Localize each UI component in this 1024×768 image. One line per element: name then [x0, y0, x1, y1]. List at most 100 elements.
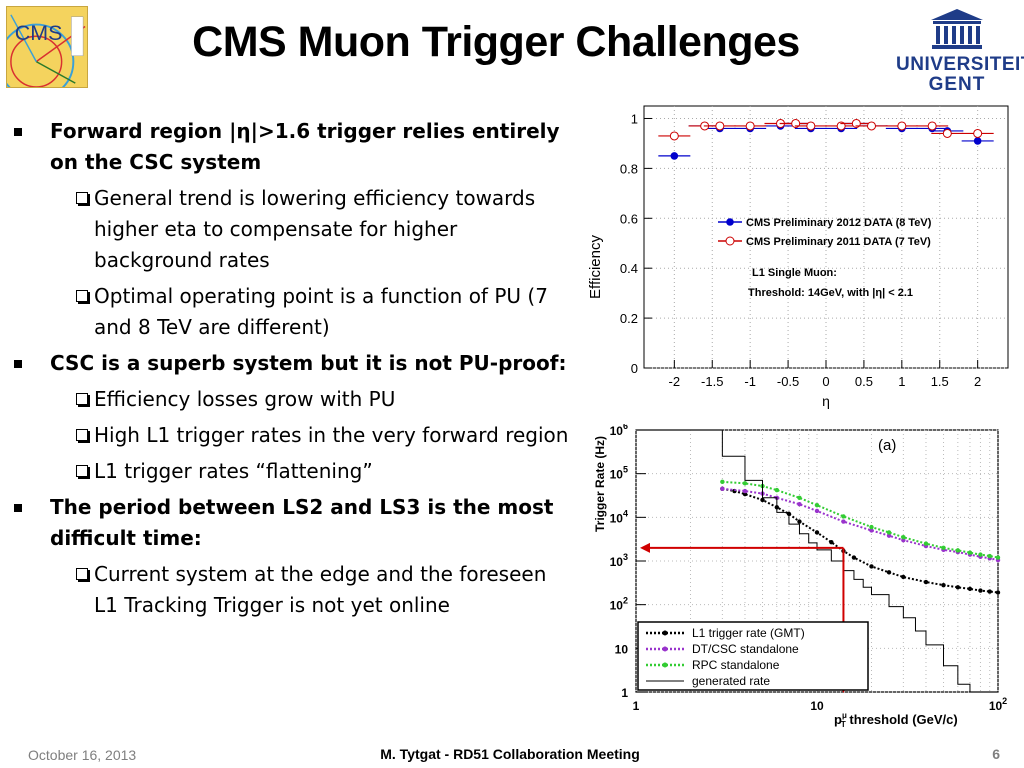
y-tick-label: 0.2 — [620, 311, 638, 326]
classical-building-icon — [931, 9, 983, 49]
data-point — [814, 502, 820, 508]
sub-bullet-text: General trend is lowering efficiency tow… — [94, 186, 536, 272]
y-tick-label: 104 — [610, 508, 628, 525]
data-point — [973, 128, 983, 138]
data-point — [814, 530, 820, 535]
data-point — [742, 488, 748, 494]
data-point — [923, 579, 929, 585]
x-tick-label: 10 — [810, 699, 824, 713]
y-tick-label: 106 — [610, 424, 628, 438]
data-point — [987, 589, 992, 594]
data-point — [841, 519, 846, 524]
plot-frame — [643, 105, 1009, 369]
legend-marker — [662, 662, 668, 668]
bullet-text: The period between LS2 and LS3 is the mo… — [50, 495, 554, 550]
data-point — [927, 121, 937, 131]
data-point — [797, 501, 802, 507]
efficiency-chart-svg: 0 0.2 0.4 0.6 0.8 1 -2 -1.5 -1 -0.5 0 0.5 1 1.5 2 η Effi… — [587, 105, 1009, 409]
trigger-rate-chart-svg: 1 10 102 103 104 105 106 1 10 102 (a) L1 trigger ra… — [593, 421, 1007, 729]
data-point — [670, 152, 679, 160]
y-tick-label: 1 — [621, 686, 628, 700]
sub-bullet-text: High L1 trigger rates in the very forwar… — [94, 423, 569, 447]
sub-bullet-text: Current system at the edge and the fores… — [94, 562, 547, 617]
sub-bullet-text: Optimal operating point is a function of… — [94, 284, 548, 339]
sub-bullet-text: Efficiency losses grow with PU — [94, 387, 396, 411]
checkbox-bullet-icon — [76, 465, 88, 477]
x-tick-label: -1.5 — [701, 374, 723, 389]
data-point — [867, 121, 876, 131]
data-point — [742, 481, 748, 486]
y-tick-label: 0.4 — [620, 261, 638, 276]
cms-logo-text: CMS — [15, 21, 63, 45]
panel-label: (a) — [878, 437, 896, 454]
sub-bullet-item: Efficiency losses grow with PU — [10, 384, 570, 415]
checkbox-bullet-icon — [76, 192, 88, 204]
data-point — [797, 495, 802, 501]
x-axis-label: η — [822, 393, 830, 409]
x-tick-label: 0 — [822, 374, 829, 389]
y-tick-label: 0.8 — [620, 161, 638, 176]
bullet-item: The period between LS2 and LS3 is the mo… — [10, 492, 570, 554]
data-point — [774, 487, 780, 493]
data-point — [955, 548, 961, 553]
data-point — [886, 533, 892, 538]
data-point — [987, 553, 992, 559]
x-tick-label: -2 — [669, 374, 681, 389]
data-point — [973, 137, 982, 145]
data-point — [901, 535, 906, 540]
square-bullet-icon — [14, 128, 22, 136]
data-point — [814, 508, 820, 514]
chart-annotation: L1 Single Muon: — [752, 267, 837, 279]
x-tick-label: 1 — [633, 699, 640, 713]
data-point — [923, 541, 929, 546]
legend-label: CMS Preliminary 2012 DATA (8 TeV) — [746, 217, 932, 229]
legend-marker — [726, 218, 734, 226]
data-point — [886, 570, 892, 575]
university-name-line2: GENT — [928, 74, 986, 95]
university-name-line1: UNIVERSITEIT — [896, 54, 1024, 75]
legend-marker — [662, 646, 668, 652]
legend-marker — [662, 630, 668, 636]
data-point — [897, 121, 907, 131]
y-tick-label: 10 — [615, 642, 629, 656]
legend-label: generated rate — [692, 674, 770, 688]
data-point — [995, 555, 1001, 560]
data-point — [742, 491, 748, 497]
y-axis-label: Efficiency — [587, 235, 604, 299]
square-bullet-icon — [14, 504, 22, 512]
cms-logo: CMS — [6, 6, 88, 88]
cms-detector-logo-icon: CMS — [7, 7, 87, 87]
bullet-item: Forward region |η|>1.6 trigger relies en… — [10, 116, 570, 178]
checkbox-bullet-icon — [76, 568, 88, 580]
sub-bullet-text: L1 trigger rates “flattening” — [94, 459, 373, 483]
data-point — [851, 555, 857, 560]
data-point — [978, 552, 983, 557]
x-axis-label: pμ T threshold (GeV/c) — [834, 711, 958, 728]
y-tick-label: 0 — [631, 361, 638, 376]
sub-bullet-item: High L1 trigger rates in the very forwar… — [10, 420, 570, 451]
page-title: CMS Muon Trigger Challenges — [192, 18, 800, 66]
footer-presenter: M. Tytgat - RD51 Collaboration Meeting — [380, 746, 640, 762]
data-point — [715, 121, 725, 131]
data-point — [760, 497, 765, 503]
y-tick-label: 0.6 — [620, 211, 638, 226]
data-point — [806, 121, 816, 131]
data-point — [978, 588, 983, 593]
data-point — [967, 586, 973, 592]
data-point — [967, 550, 973, 555]
bullet-list: Forward region |η|>1.6 trigger relies en… — [10, 116, 570, 626]
y-tick-label: 1 — [631, 111, 638, 126]
y-tick-label: 103 — [610, 552, 628, 569]
page-number: 6 — [992, 746, 1000, 762]
data-point — [745, 121, 755, 131]
square-bullet-icon — [14, 360, 22, 368]
x-tick-label: 2 — [974, 374, 981, 389]
bullet-text: Forward region |η|>1.6 trigger relies en… — [50, 119, 560, 174]
data-point — [869, 564, 874, 569]
data-point — [829, 539, 834, 545]
trigger-rate-chart: 1 10 102 103 104 105 106 1 10 102 (a) L1 trigger ra… — [588, 421, 1016, 729]
legend-marker — [725, 236, 735, 246]
data-point — [886, 530, 892, 535]
bullet-text: CSC is a superb system but it is not PU-… — [50, 351, 567, 375]
